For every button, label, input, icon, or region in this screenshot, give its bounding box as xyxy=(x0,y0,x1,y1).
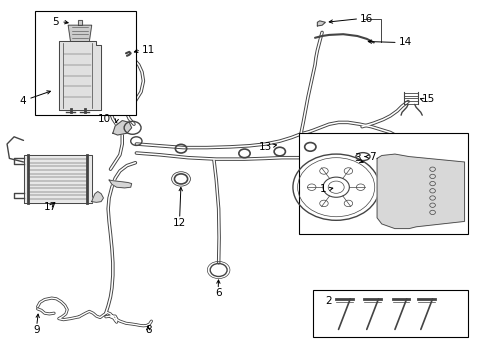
Text: 14: 14 xyxy=(398,37,411,48)
Text: 4: 4 xyxy=(19,96,26,106)
Text: 17: 17 xyxy=(44,202,57,212)
Text: 5: 5 xyxy=(52,17,59,27)
Polygon shape xyxy=(317,21,325,26)
Text: 13: 13 xyxy=(258,142,271,152)
Text: 6: 6 xyxy=(214,288,221,298)
Text: 9: 9 xyxy=(33,325,40,336)
Polygon shape xyxy=(59,41,101,110)
Polygon shape xyxy=(376,154,464,229)
Text: 2: 2 xyxy=(324,296,331,306)
Text: 8: 8 xyxy=(145,325,152,336)
Polygon shape xyxy=(68,25,91,41)
Text: 7: 7 xyxy=(368,152,375,162)
Polygon shape xyxy=(78,20,82,25)
Polygon shape xyxy=(113,121,131,135)
Bar xyxy=(312,290,467,337)
Text: 1: 1 xyxy=(320,184,326,194)
Text: 11: 11 xyxy=(142,45,155,55)
Text: 12: 12 xyxy=(173,218,186,228)
Text: 16: 16 xyxy=(359,14,372,24)
Bar xyxy=(298,133,467,234)
Text: 3: 3 xyxy=(353,153,360,163)
Bar xyxy=(35,11,136,115)
Text: 15: 15 xyxy=(421,94,435,104)
Polygon shape xyxy=(23,155,91,203)
Polygon shape xyxy=(109,180,131,188)
Text: 10: 10 xyxy=(97,114,110,124)
Polygon shape xyxy=(91,192,103,202)
